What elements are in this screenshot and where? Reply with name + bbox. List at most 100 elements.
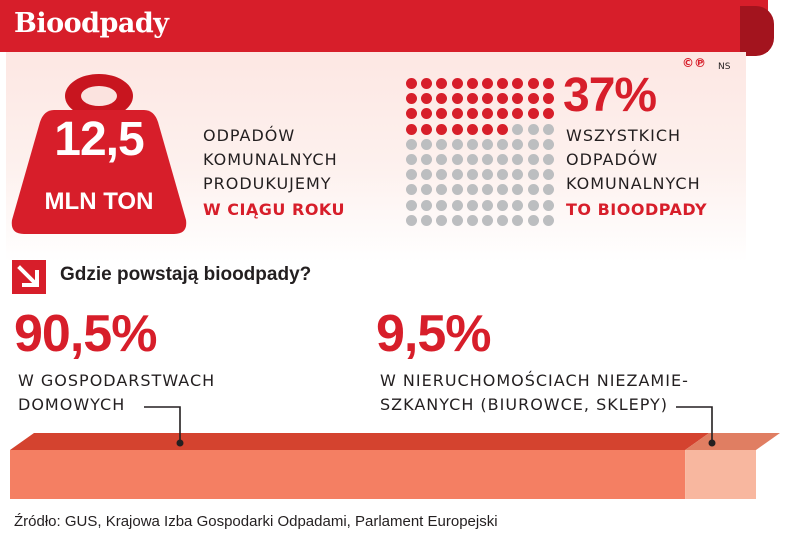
waffle-dot-highlighted (466, 78, 478, 89)
waffle-dot (421, 154, 433, 165)
waffle-dot-highlighted (421, 123, 433, 135)
waffle-dot (497, 154, 509, 165)
waffle-dot (512, 154, 524, 165)
waffle-dot-highlighted (482, 93, 493, 105)
waffle-dot (436, 214, 448, 226)
waffle-dot-highlighted (451, 93, 463, 105)
waffle-dot-highlighted (421, 93, 433, 105)
waffle-dot-highlighted (436, 123, 448, 135)
waffle-dot (482, 199, 493, 211)
waffle-dot-highlighted (527, 78, 539, 89)
waffle-dot-highlighted (497, 123, 509, 135)
waffle-dot (466, 199, 478, 211)
page-title: Bioodpady (14, 8, 169, 39)
waffle-dot (436, 154, 448, 165)
weight-caption-line: ODPADÓW (203, 126, 296, 145)
waffle-dot-highlighted (482, 123, 493, 135)
waffle-dot-highlighted (542, 93, 554, 105)
waffle-dot (421, 138, 433, 150)
waffle-dot (451, 169, 463, 181)
waffle-dot (466, 214, 478, 226)
waffle-dot (406, 199, 417, 211)
waffle-dot (542, 214, 554, 226)
waffle-dot (497, 184, 509, 196)
waffle-dot-highlighted (542, 108, 554, 120)
arrow-down-right-icon (12, 260, 46, 294)
waffle-dot-highlighted (527, 108, 539, 120)
weight-icon (11, 74, 187, 234)
waffle-dot (542, 199, 554, 211)
waffle-dot (497, 169, 509, 181)
waffle-dot (482, 169, 493, 181)
waffle-dot-highlighted (436, 108, 448, 120)
households-leader-line (144, 406, 181, 443)
bar-segment-non-residential-top (685, 433, 780, 450)
section-question: Gdzie powstają bioodpady? (60, 264, 312, 285)
waffle-dot (436, 199, 448, 211)
waffle-dot (406, 138, 417, 150)
weight-value: 12,5 (54, 113, 144, 166)
share-caption-highlight: TO BIOODPADY (566, 200, 708, 219)
waffle-dot (542, 184, 554, 196)
waffle-dot (542, 169, 554, 181)
weight-caption-line: PRODUKUJEMY (203, 174, 332, 193)
waffle-dot-highlighted (466, 123, 478, 135)
waffle-dot (527, 169, 539, 181)
waffle-dot (482, 214, 493, 226)
waffle-dot (451, 154, 463, 165)
non-residential-leader-line-dot (708, 439, 716, 447)
waffle-dot-highlighted (497, 93, 509, 105)
waffle-dot (436, 184, 448, 196)
waffle-dot-highlighted (406, 108, 417, 120)
waffle-dot-highlighted (482, 108, 493, 120)
waffle-dot (406, 154, 417, 165)
waffle-dot (512, 199, 524, 211)
waffle-dot (497, 214, 509, 226)
waffle-dot (451, 184, 463, 196)
waffle-dot (527, 214, 539, 226)
non-residential-leader-line (676, 406, 713, 443)
waffle-dot (527, 154, 539, 165)
weight-caption-highlight: W CIĄGU ROKU (203, 200, 346, 219)
waffle-dot (421, 169, 433, 181)
waffle-dot (451, 199, 463, 211)
waffle-dot-highlighted (406, 123, 417, 135)
waffle-dot (482, 154, 493, 165)
waffle-dot-highlighted (497, 78, 509, 89)
stacked-bar-chart (10, 406, 780, 499)
bar-segment-non-residential (685, 450, 756, 499)
waffle-dot-highlighted (421, 108, 433, 120)
waffle-dot-highlighted (497, 108, 509, 120)
waffle-dot (436, 169, 448, 181)
waffle-dot (466, 184, 478, 196)
copyright-marks: ©℗ (682, 56, 706, 70)
share-caption-line: WSZYSTKICH (566, 126, 682, 145)
waffle-dot (527, 199, 539, 211)
waffle-dot (421, 199, 433, 211)
waffle-dot (482, 138, 493, 150)
waffle-dot-highlighted (512, 78, 524, 89)
share-percent: 37% (563, 69, 657, 122)
waffle-dot (497, 138, 509, 150)
waffle-dot-highlighted (451, 108, 463, 120)
waffle-dot-highlighted (406, 78, 417, 89)
households-label-line: DOMOWYCH (18, 395, 126, 414)
non-residential-label-line: SZKANYCH (BIUROWCE, SKLEPY) (380, 395, 669, 414)
waffle-dot-highlighted (512, 108, 524, 120)
non-residential-percent: 9,5% (376, 305, 492, 363)
waffle-dot (527, 184, 539, 196)
waffle-dot (527, 123, 539, 135)
header-ribbon-fold (740, 6, 774, 56)
waffle-dot (512, 123, 524, 135)
waffle-dot-highlighted (466, 108, 478, 120)
waffle-dot (527, 138, 539, 150)
weight-unit: MLN TON (44, 188, 154, 215)
source-note: Źródło: GUS, Krajowa Izba Gospodarki Odp… (14, 513, 498, 530)
waffle-dot (542, 123, 554, 135)
waffle-dot (512, 184, 524, 196)
waffle-dot (542, 154, 554, 165)
waffle-dot-highlighted (527, 93, 539, 105)
waffle-dot (406, 214, 417, 226)
waffle-dot-highlighted (451, 78, 463, 89)
header-band (0, 0, 768, 52)
